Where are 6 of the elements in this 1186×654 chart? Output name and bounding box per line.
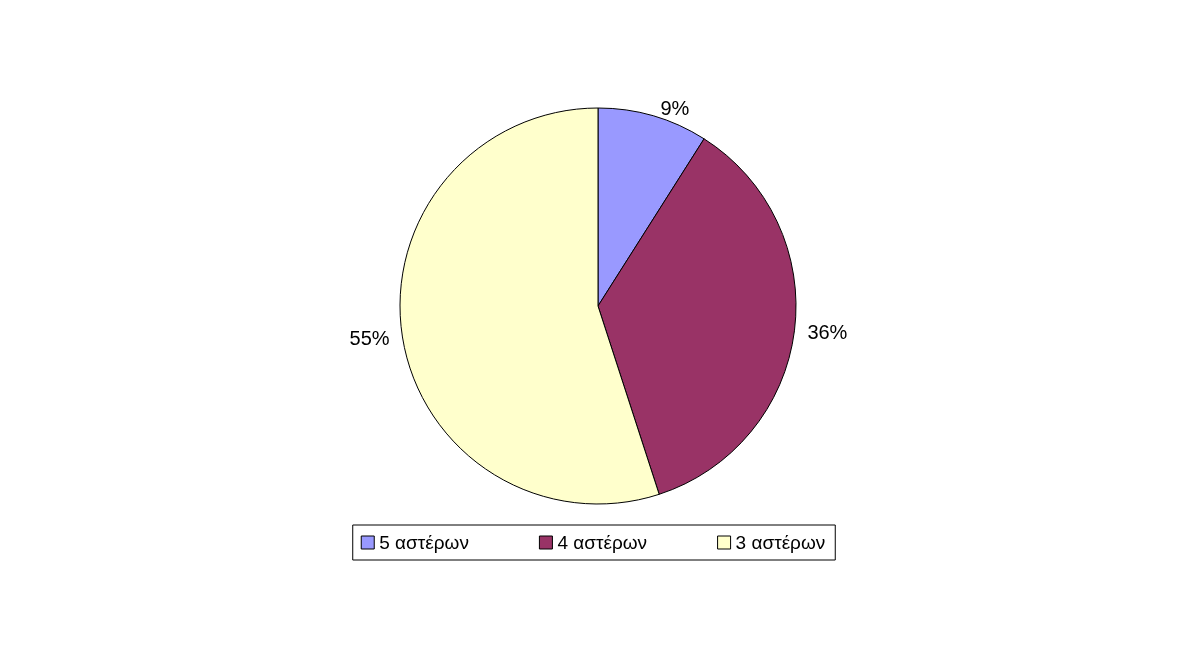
legend-label: 3 αστέρων [735, 532, 826, 553]
data-label: 36% [807, 320, 848, 343]
legend-label: 5 αστέρων [379, 532, 469, 553]
legend-label: 4 αστέρων [557, 532, 648, 553]
data-label: 9% [660, 97, 690, 120]
data-label: 55% [349, 327, 390, 350]
